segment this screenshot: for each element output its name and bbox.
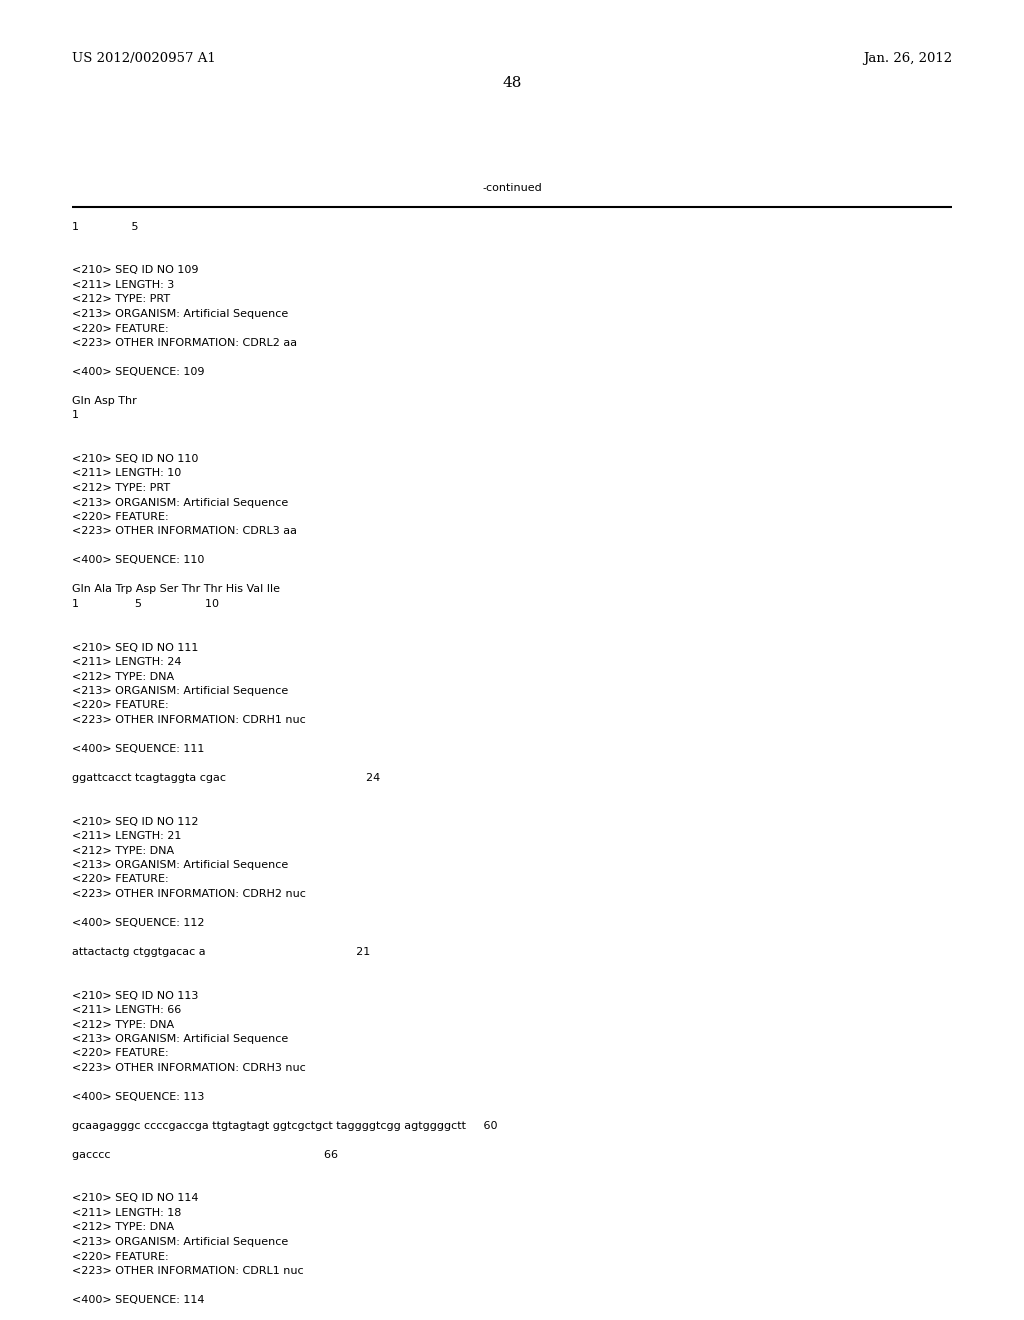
Text: <400> SEQUENCE: 109: <400> SEQUENCE: 109 — [72, 367, 205, 378]
Text: attactactg ctggtgacac a                                           21: attactactg ctggtgacac a 21 — [72, 946, 371, 957]
Text: US 2012/0020957 A1: US 2012/0020957 A1 — [72, 51, 216, 65]
Text: <400> SEQUENCE: 113: <400> SEQUENCE: 113 — [72, 1092, 205, 1102]
Text: <211> LENGTH: 24: <211> LENGTH: 24 — [72, 657, 181, 667]
Text: <210> SEQ ID NO 111: <210> SEQ ID NO 111 — [72, 643, 199, 652]
Text: <210> SEQ ID NO 110: <210> SEQ ID NO 110 — [72, 454, 199, 465]
Text: <223> OTHER INFORMATION: CDRL2 aa: <223> OTHER INFORMATION: CDRL2 aa — [72, 338, 297, 348]
Text: <210> SEQ ID NO 112: <210> SEQ ID NO 112 — [72, 817, 199, 826]
Text: <213> ORGANISM: Artificial Sequence: <213> ORGANISM: Artificial Sequence — [72, 309, 288, 319]
Text: 1: 1 — [72, 411, 79, 421]
Text: <211> LENGTH: 3: <211> LENGTH: 3 — [72, 280, 174, 290]
Text: <220> FEATURE:: <220> FEATURE: — [72, 323, 169, 334]
Text: <212> TYPE: DNA: <212> TYPE: DNA — [72, 1222, 174, 1233]
Text: <210> SEQ ID NO 113: <210> SEQ ID NO 113 — [72, 990, 199, 1001]
Text: <212> TYPE: DNA: <212> TYPE: DNA — [72, 1019, 174, 1030]
Text: <213> ORGANISM: Artificial Sequence: <213> ORGANISM: Artificial Sequence — [72, 1237, 288, 1247]
Text: <220> FEATURE:: <220> FEATURE: — [72, 1048, 169, 1059]
Text: <223> OTHER INFORMATION: CDRH2 nuc: <223> OTHER INFORMATION: CDRH2 nuc — [72, 888, 306, 899]
Text: <213> ORGANISM: Artificial Sequence: <213> ORGANISM: Artificial Sequence — [72, 1034, 288, 1044]
Text: Gln Ala Trp Asp Ser Thr Thr His Val Ile: Gln Ala Trp Asp Ser Thr Thr His Val Ile — [72, 585, 280, 594]
Text: <223> OTHER INFORMATION: CDRH3 nuc: <223> OTHER INFORMATION: CDRH3 nuc — [72, 1063, 306, 1073]
Text: -continued: -continued — [482, 183, 542, 193]
Text: <220> FEATURE:: <220> FEATURE: — [72, 874, 169, 884]
Text: <212> TYPE: PRT: <212> TYPE: PRT — [72, 483, 170, 492]
Text: gcaagagggc ccccgaccga ttgtagtagt ggtcgctgct taggggtcgg agtggggctt     60: gcaagagggc ccccgaccga ttgtagtagt ggtcgct… — [72, 1121, 498, 1131]
Text: <210> SEQ ID NO 114: <210> SEQ ID NO 114 — [72, 1193, 199, 1204]
Text: 1               5: 1 5 — [72, 222, 138, 232]
Text: <400> SEQUENCE: 114: <400> SEQUENCE: 114 — [72, 1295, 205, 1305]
Text: <213> ORGANISM: Artificial Sequence: <213> ORGANISM: Artificial Sequence — [72, 498, 288, 507]
Text: <212> TYPE: PRT: <212> TYPE: PRT — [72, 294, 170, 305]
Text: <400> SEQUENCE: 111: <400> SEQUENCE: 111 — [72, 744, 205, 754]
Text: <213> ORGANISM: Artificial Sequence: <213> ORGANISM: Artificial Sequence — [72, 861, 288, 870]
Text: <223> OTHER INFORMATION: CDRL1 nuc: <223> OTHER INFORMATION: CDRL1 nuc — [72, 1266, 304, 1276]
Text: <213> ORGANISM: Artificial Sequence: <213> ORGANISM: Artificial Sequence — [72, 686, 288, 696]
Text: <220> FEATURE:: <220> FEATURE: — [72, 1251, 169, 1262]
Text: ggattcacct tcagtaggta cgac                                        24: ggattcacct tcagtaggta cgac 24 — [72, 774, 380, 783]
Text: <220> FEATURE:: <220> FEATURE: — [72, 701, 169, 710]
Text: <210> SEQ ID NO 109: <210> SEQ ID NO 109 — [72, 265, 199, 276]
Text: <212> TYPE: DNA: <212> TYPE: DNA — [72, 672, 174, 681]
Text: 1                5                  10: 1 5 10 — [72, 599, 219, 609]
Text: <211> LENGTH: 10: <211> LENGTH: 10 — [72, 469, 181, 479]
Text: <211> LENGTH: 18: <211> LENGTH: 18 — [72, 1208, 181, 1218]
Text: <211> LENGTH: 21: <211> LENGTH: 21 — [72, 832, 181, 841]
Text: <220> FEATURE:: <220> FEATURE: — [72, 512, 169, 521]
Text: <400> SEQUENCE: 112: <400> SEQUENCE: 112 — [72, 917, 205, 928]
Text: 48: 48 — [503, 77, 521, 90]
Text: <223> OTHER INFORMATION: CDRL3 aa: <223> OTHER INFORMATION: CDRL3 aa — [72, 527, 297, 536]
Text: <400> SEQUENCE: 110: <400> SEQUENCE: 110 — [72, 556, 205, 565]
Text: Jan. 26, 2012: Jan. 26, 2012 — [863, 51, 952, 65]
Text: <211> LENGTH: 66: <211> LENGTH: 66 — [72, 1005, 181, 1015]
Text: <223> OTHER INFORMATION: CDRH1 nuc: <223> OTHER INFORMATION: CDRH1 nuc — [72, 715, 306, 725]
Text: Gln Asp Thr: Gln Asp Thr — [72, 396, 137, 407]
Text: <212> TYPE: DNA: <212> TYPE: DNA — [72, 846, 174, 855]
Text: gacccc                                                             66: gacccc 66 — [72, 1150, 338, 1160]
